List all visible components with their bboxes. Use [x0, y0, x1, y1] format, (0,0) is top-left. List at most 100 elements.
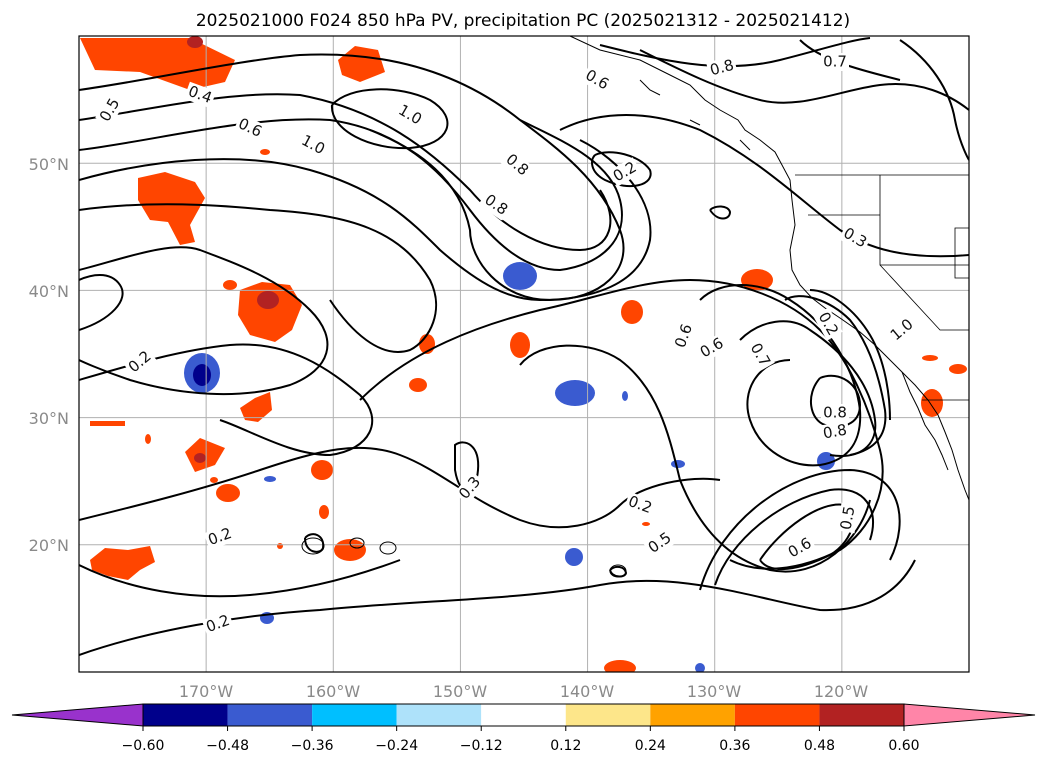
border-line [954, 227, 969, 279]
precip-patch-negative [671, 460, 685, 468]
precip-patch-negative-core [193, 364, 211, 386]
baja-peninsula [901, 371, 949, 471]
contour-label: 0.8 [823, 404, 847, 422]
contour-label-bg [885, 314, 919, 346]
contour-label-bg [203, 523, 237, 551]
precip-patch [604, 660, 636, 672]
map-panel: 0.50.40.61.00.70.80.30.20.20.20.20.30.20… [29, 35, 970, 701]
precip-patch-core [194, 453, 206, 463]
contour-label-bg [836, 502, 860, 534]
precip-patch [210, 477, 218, 483]
colorbar-tick-label: −0.12 [460, 738, 503, 754]
longitude-labels: 170°W 160°W 150°W 140°W 130°W 120°W [179, 682, 869, 701]
contour-label-bg [819, 420, 851, 444]
pv-contour [519, 344, 871, 573]
precip-patch [223, 280, 237, 290]
lon-label: 120°W [814, 682, 869, 701]
lat-label: 50°N [29, 155, 69, 174]
precip-patch [621, 300, 643, 324]
pv-contour [79, 559, 401, 598]
pv-contour [330, 88, 449, 150]
contour-label: 0.8 [708, 56, 736, 80]
colorbar-tick-label: 0.48 [804, 738, 835, 754]
contour-label-bg [608, 157, 642, 187]
precip-patch-negative [565, 548, 583, 566]
colorbar-tick-label: −0.60 [122, 738, 165, 754]
precip-patch [277, 543, 283, 549]
contour-label-bg [479, 189, 513, 221]
contour-label-bg [813, 307, 843, 341]
latitude-labels: 50°N 40°N 30°N 20°N [29, 155, 69, 555]
precip-patch [922, 355, 938, 361]
pv-contour [79, 274, 124, 331]
contour-label-bg [183, 81, 217, 109]
colorbar-bin [650, 704, 735, 726]
pv-contour [591, 151, 652, 188]
colorbar-bin [734, 704, 820, 726]
colorbar-extend-max [903, 703, 1036, 727]
colorbar-tick-label: −0.48 [206, 738, 249, 754]
pv-contour [899, 39, 969, 161]
pv-contour [699, 468, 901, 591]
pv-contour [699, 284, 862, 467]
pv-contour [714, 488, 875, 586]
precip-patch [145, 434, 151, 444]
colorbar-bin [481, 704, 566, 726]
state-borders [795, 174, 969, 401]
colorbar-tick-label: 0.12 [550, 738, 581, 754]
map-title: 2025021000 F024 850 hPa PV, precipitatio… [196, 11, 850, 31]
precip-patch [240, 392, 272, 422]
precip-patch-core [187, 36, 203, 48]
contour-label-bg [838, 223, 872, 253]
north-america-coastline [569, 36, 969, 501]
pv-contour [359, 278, 884, 570]
precip-patch-negative [622, 391, 628, 401]
lat-label: 20°N [29, 536, 69, 555]
colorbar: −0.60 −0.48 −0.36 −0.24 −0.12 0.12 0.24 0.36 0.4… [11, 703, 1036, 754]
contour-label-bg [706, 55, 738, 81]
precip-patch-core [257, 291, 279, 309]
contour-label-bg [95, 93, 125, 127]
pv-contour [739, 320, 877, 457]
precip-patch [311, 460, 333, 480]
contour-label-bg [454, 471, 486, 505]
pv-contour [304, 533, 325, 553]
lon-label: 150°W [433, 682, 488, 701]
colorbar-tick-label: 0.36 [719, 738, 750, 754]
pv-contour [79, 139, 652, 302]
colorbar-bin [396, 704, 482, 726]
contour-labels: 0.50.40.61.00.70.80.30.20.20.20.20.30.20… [95, 53, 919, 638]
contour-label: 0.8 [822, 421, 849, 443]
precip-patch [185, 438, 225, 472]
pv-contour [599, 37, 871, 68]
colorbar-tick-label: 0.60 [888, 738, 919, 754]
pv-contour [784, 295, 887, 456]
precip-patch [90, 546, 155, 580]
colorbar-bin [819, 704, 904, 726]
pv-contour [79, 559, 916, 656]
precip-patch-negative [503, 262, 537, 290]
island [379, 541, 397, 555]
contour-label-bg [821, 404, 849, 422]
pv-contour [809, 289, 891, 421]
lon-label: 170°W [179, 682, 234, 701]
colorbar-tick-label: −0.24 [375, 738, 418, 754]
contour-label-bg [201, 610, 235, 638]
precip-patch [80, 38, 235, 90]
lat-label: 40°N [29, 282, 69, 301]
precip-patch [949, 364, 967, 374]
contour-label: 0.7 [823, 53, 847, 71]
island [349, 537, 365, 549]
contour-label-bg [670, 319, 698, 353]
colorbar-bin [312, 704, 397, 726]
colorbar-tick-label: 0.24 [635, 738, 666, 754]
pv-contour [79, 343, 374, 457]
contour-label: 0.5 [837, 505, 859, 532]
precip-patch-negative [264, 476, 276, 482]
precip-patch [238, 282, 302, 342]
precip-patch [138, 172, 205, 245]
pv-contour [79, 446, 721, 529]
precipitation-shading [80, 36, 967, 672]
colorbar-bin [143, 704, 228, 726]
